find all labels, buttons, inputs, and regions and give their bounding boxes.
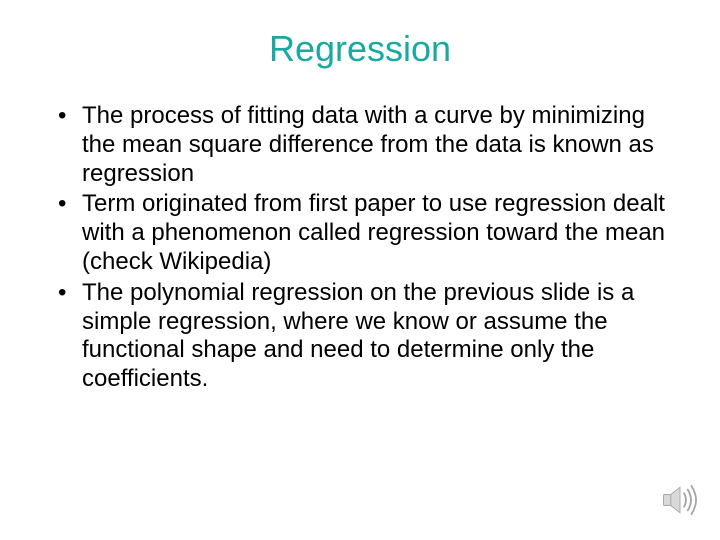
slide-body: The process of fitting data with a curve… — [40, 102, 680, 394]
bullet-item: The polynomial regression on the previou… — [58, 279, 680, 394]
bullet-item: The process of fitting data with a curve… — [58, 102, 680, 188]
bullet-list: The process of fitting data with a curve… — [40, 102, 680, 394]
speaker-icon — [658, 478, 702, 522]
slide-title: Regression — [40, 28, 680, 70]
slide: Regression The process of fitting data w… — [0, 0, 720, 540]
bullet-item: Term originated from first paper to use … — [58, 190, 680, 276]
